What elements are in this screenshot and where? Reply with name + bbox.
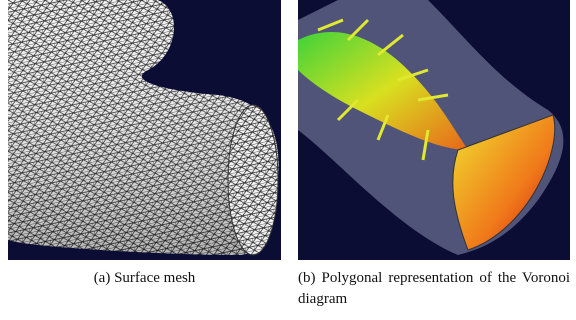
- caption-b: (b) Polygonal representation of the Voro…: [298, 268, 570, 310]
- caption-a: (a) Surface mesh: [8, 268, 281, 289]
- figure: (a) Surface mesh (b) Polygonal represent…: [0, 0, 576, 320]
- caption-text: Surface mesh: [114, 270, 195, 286]
- caption-label: (b): [298, 270, 316, 286]
- caption-text: Polygonal representation of the Voronoi …: [298, 270, 570, 307]
- caption-label: (a): [94, 270, 111, 286]
- voronoi-image: [298, 0, 570, 260]
- surface-mesh-image: [8, 0, 281, 260]
